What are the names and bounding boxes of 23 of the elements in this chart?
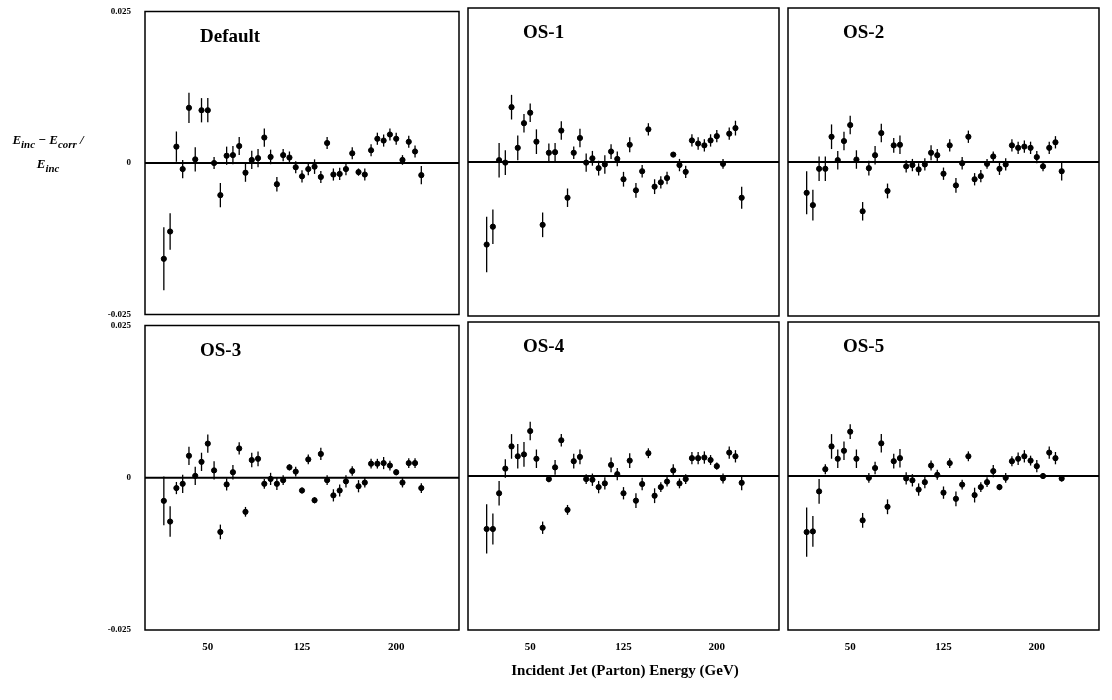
- x-tick-label: 125: [615, 640, 633, 653]
- x-tick-label: 200: [1028, 640, 1046, 653]
- y-tick-label: -0.025: [107, 308, 132, 319]
- y-tick-label: 0: [126, 157, 132, 168]
- text: OS-1: [523, 21, 565, 43]
- y-tick-label: 0.025: [110, 5, 132, 16]
- text: OS-2: [843, 21, 885, 43]
- x-tick-label: 50: [202, 640, 214, 653]
- text: OS-5: [843, 335, 885, 357]
- x-tick-label: 50: [844, 640, 857, 653]
- x-tick-label: 200: [708, 640, 726, 653]
- text: Default: [200, 24, 261, 46]
- text: OS-4: [523, 335, 565, 357]
- text: E$_{inc}$ − E$_{corr}$ / E$_{inc}$: [12, 132, 84, 174]
- y-tick-label: -0.025: [107, 624, 132, 635]
- text: OS-3: [200, 338, 242, 360]
- y-tick-label: 0: [126, 472, 132, 483]
- x-tick-label: 125: [935, 640, 953, 653]
- y-tick-label: 0.025: [110, 319, 132, 330]
- x-tick-label: 125: [293, 640, 311, 653]
- x-tick-label: 50: [524, 640, 537, 653]
- x-axis-title: Incident Jet (Parton) Energy (GeV): [510, 662, 740, 679]
- x-tick-label: 200: [387, 640, 405, 653]
